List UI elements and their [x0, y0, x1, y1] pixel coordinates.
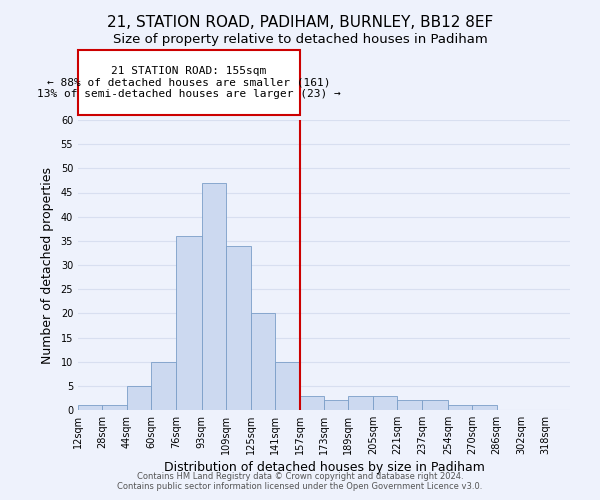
Bar	[151, 362, 176, 410]
Text: Contains HM Land Registry data © Crown copyright and database right 2024.: Contains HM Land Registry data © Crown c…	[137, 472, 463, 481]
Bar	[472, 405, 497, 410]
Bar	[251, 314, 275, 410]
Text: 21, STATION ROAD, PADIHAM, BURNLEY, BB12 8EF: 21, STATION ROAD, PADIHAM, BURNLEY, BB12…	[107, 15, 493, 30]
Bar	[78, 405, 103, 410]
Bar	[103, 405, 127, 410]
Bar	[349, 396, 373, 410]
Bar	[324, 400, 349, 410]
Bar	[127, 386, 151, 410]
Bar	[373, 396, 397, 410]
Bar	[299, 396, 324, 410]
Text: 21 STATION ROAD: 155sqm
← 88% of detached houses are smaller (161)
13% of semi-d: 21 STATION ROAD: 155sqm ← 88% of detache…	[37, 66, 341, 99]
Text: Contains public sector information licensed under the Open Government Licence v3: Contains public sector information licen…	[118, 482, 482, 491]
Bar	[275, 362, 299, 410]
Y-axis label: Number of detached properties: Number of detached properties	[41, 166, 53, 364]
Bar	[202, 183, 226, 410]
Bar	[422, 400, 448, 410]
Bar	[397, 400, 422, 410]
Bar	[226, 246, 251, 410]
Text: Size of property relative to detached houses in Padiham: Size of property relative to detached ho…	[113, 32, 487, 46]
X-axis label: Distribution of detached houses by size in Padiham: Distribution of detached houses by size …	[164, 461, 484, 474]
Bar	[176, 236, 202, 410]
Bar	[448, 405, 472, 410]
